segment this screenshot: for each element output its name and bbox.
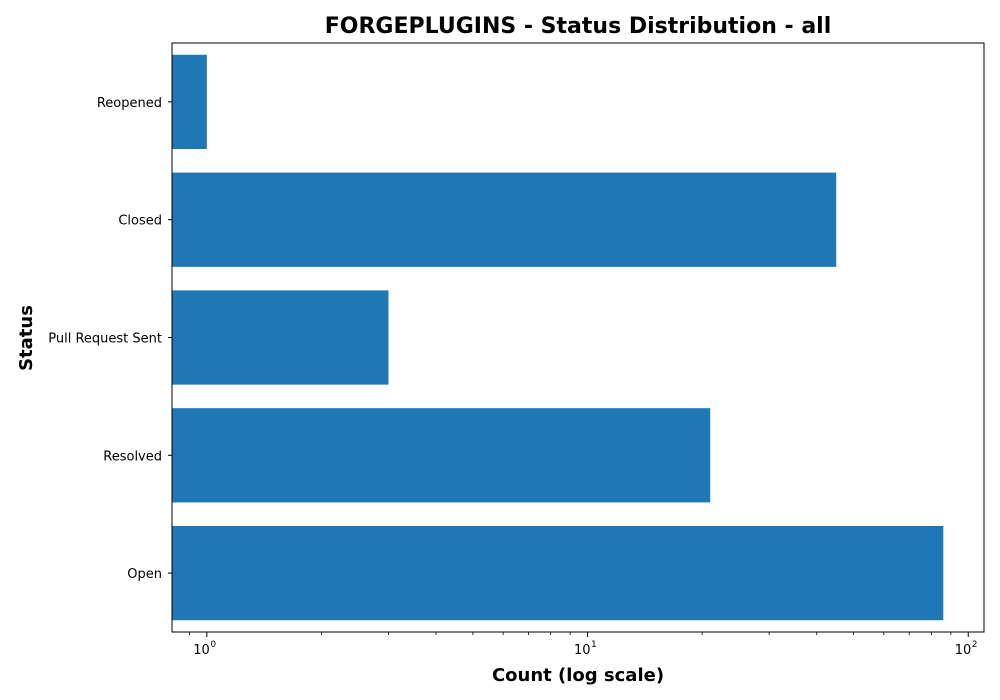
bar-pull-request-sent [172, 290, 389, 385]
bar-closed [172, 172, 837, 267]
y-tick-label-resolved: Resolved [103, 449, 162, 464]
y-tick-label-reopened: Reopened [97, 96, 162, 111]
y-tick-label-closed: Closed [118, 214, 162, 229]
x-ticks: 10 0 10 1 10 2 [189, 632, 977, 658]
x-tick-label-base: 10 [955, 643, 972, 658]
y-tick-label-open: Open [127, 567, 162, 582]
x-tick-label-exponent: 2 [972, 640, 978, 650]
y-ticks: Open Resolved Pull Request Sent Closed Reope… [48, 96, 172, 582]
x-tick-label-exponent: 1 [591, 640, 597, 650]
bar-reopened [172, 54, 207, 150]
bars-layer [172, 54, 944, 621]
x-tick-label-base: 10 [574, 643, 591, 658]
x-tick-label-exponent: 0 [210, 640, 216, 650]
x-axis-label: Count (log scale) [492, 665, 664, 686]
x-tick-label: 10 1 [574, 640, 597, 658]
y-tick-label-pull-request-sent: Pull Request Sent [48, 332, 162, 347]
x-tick-label: 10 2 [955, 640, 978, 658]
y-axis-label: Status [16, 305, 37, 371]
chart-title: FORGEPLUGINS - Status Distribution - all [325, 14, 832, 39]
x-tick-label-base: 10 [193, 643, 210, 658]
x-tick-label: 10 0 [193, 640, 216, 658]
bar-open [172, 525, 944, 621]
bar-resolved [172, 408, 711, 503]
